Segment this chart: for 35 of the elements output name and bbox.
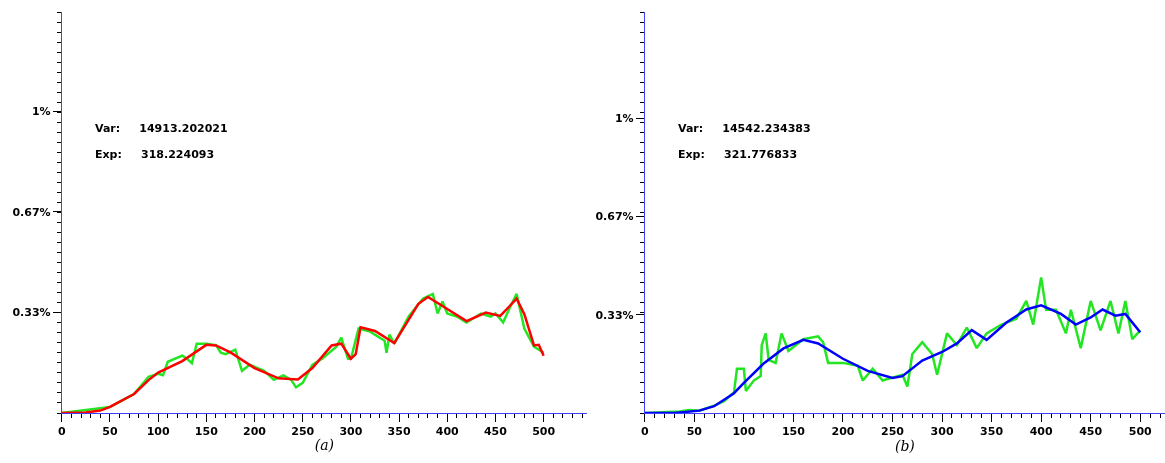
y-tick-label: 0.33% [595,308,634,322]
annotation: Var: 14542.234383 [678,122,811,135]
x-tick-label: 150 [194,425,219,439]
x-tick-label: 400 [435,425,460,439]
y-tick-label: 0.33% [12,306,51,320]
x-tick-label: 200 [243,425,267,439]
x-tick-label: 100 [146,425,170,439]
x-tick-label: 500 [532,425,556,439]
x-tick-label: 100 [732,425,756,439]
y-tick-label: 0.67% [595,210,634,224]
x-tick-label: 350 [387,425,411,439]
x-axis-title: (b) [894,438,915,455]
x-tick-label: 200 [831,425,855,439]
x-axis-title: (a) [314,436,335,453]
x-tick-label: 400 [1029,425,1053,439]
x-tick-label: 500 [1128,425,1153,439]
line-series [644,304,1142,413]
x-tick-label: 50 [686,425,703,439]
x-tick-label: 0 [640,425,649,439]
annotation: Exp: 318.224093 [95,148,215,161]
x-tick-label: 250 [291,425,315,439]
annotation: Exp: 321.776833 [678,148,798,161]
y-tick-label: 1% [614,112,634,125]
x-tick-label: 250 [881,425,905,439]
x-tick-label: 300 [930,425,954,439]
x-tick-label: 50 [102,425,118,439]
x-tick-label: 450 [483,425,508,439]
x-tick-label: 150 [781,425,806,439]
annotation: Var: 14913.202021 [95,122,228,135]
x-tick-label: 350 [980,425,1004,439]
x-tick-label: 300 [339,425,363,439]
y-tick-label: 1% [31,105,51,119]
x-tick-label: 0 [57,425,66,439]
y-tick-label: 0.67% [12,205,51,219]
x-tick-label: 450 [1079,425,1103,439]
